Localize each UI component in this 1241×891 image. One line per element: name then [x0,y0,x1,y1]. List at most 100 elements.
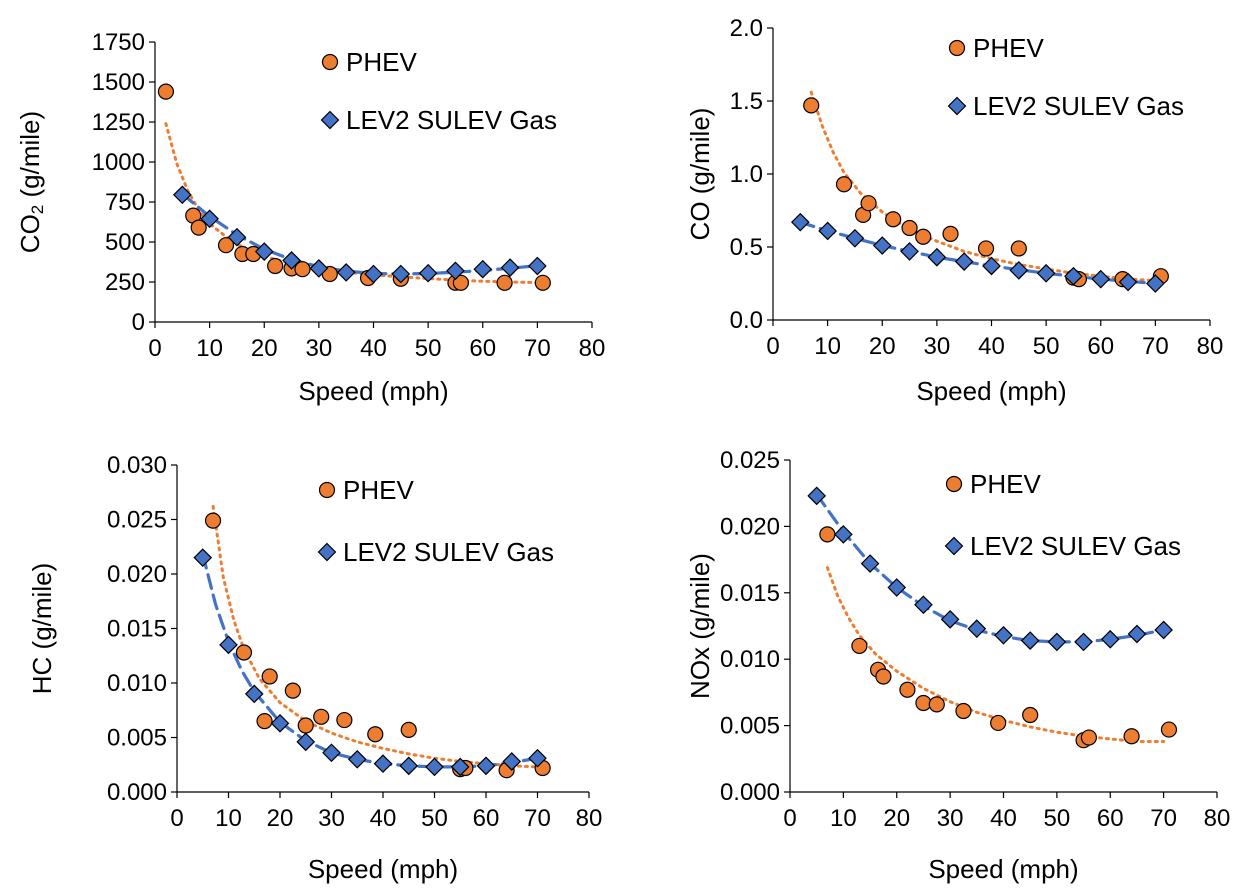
phev-point [534,274,551,291]
phev-point [284,682,301,699]
lev2-point [450,757,470,777]
lev2-point [476,756,496,776]
lev2-point [1047,632,1067,652]
lev2-point [473,259,493,279]
legend-phev-marker [321,53,339,71]
lev2-point [967,619,987,639]
lev2-point [790,212,810,232]
y-tick-label: 0 [132,309,145,336]
lev2-point [399,756,419,776]
y-tick-label: 0.000 [720,779,780,806]
x-axis-label: Speed (mph) [308,854,458,884]
legend-phev-label: PHEV [346,47,417,77]
y-tick-label: 0.005 [107,725,167,752]
lev2-point [900,242,919,261]
y-axis-label-nox: NOx (g/mile) [685,553,715,699]
lev2-point [807,486,827,506]
phev-point [1010,240,1027,257]
x-tick-label: 70 [1142,333,1169,360]
hc-chart: 0 10 20 30 40 50 60 70 80 0.000 0.005 0.010 0.015 0.0… [27,452,602,884]
x-tick-label: 70 [524,805,551,832]
y-tick-label: 0.000 [107,779,167,806]
legend: PHEV LEV2 SULEV Gas [947,33,1184,121]
legend-phev-label: PHEV [343,475,414,505]
plot-area [790,90,1169,293]
x-tick-label: 20 [883,805,910,832]
lev2-point [1118,272,1138,292]
phev-point [297,717,314,734]
y-axis-label-co: CO (g/mile) [685,108,715,241]
legend-lev2-marker [944,536,964,556]
lev2-point [1127,624,1147,644]
phev-point [235,644,253,661]
phev-point [915,228,932,245]
phev-point [899,681,916,698]
legend: PHEV LEV2 SULEV Gas [317,475,554,567]
lev2-point [818,221,837,241]
lev2-point [1064,266,1083,286]
lev2-point [528,748,547,768]
y-tick-label: 500 [105,229,145,256]
legend-lev2-label: LEV2 SULEV Gas [346,105,557,135]
phev-point [990,714,1007,732]
phev-point [261,668,278,685]
y-tick-label: 250 [105,269,145,296]
phev-point [452,274,469,291]
x-axis-label: Speed (mph) [916,376,1066,406]
x-tick-label: 60 [1087,333,1114,360]
phev-point [256,713,273,730]
nox-chart: 0 10 20 30 40 50 60 70 80 0.000 0.005 0.010 0.015 0.0… [685,447,1230,884]
y-tick-label: 0.5 [730,234,763,261]
phev-point [204,512,222,529]
phev-point [496,274,513,291]
lev2-point [887,578,907,597]
lev2-point [200,209,219,229]
lev2-point [1100,629,1120,649]
y-tick-label: 0.010 [720,646,780,673]
y-tick-label: 1000 [92,149,145,176]
phev-trendline [164,122,539,285]
legend-lev2-marker [317,542,337,562]
phev-point [928,696,945,713]
x-tick-label: 0 [148,335,161,362]
lev2-point [254,242,274,261]
plot-area [157,83,551,291]
legend-lev2-label: LEV2 SULEV Gas [970,531,1181,561]
x-tick-label: 0 [783,805,796,832]
lev2-point [528,256,547,276]
x-tick-label: 20 [267,805,294,832]
lev2-point [1036,263,1056,283]
lev2-point [309,259,329,278]
phev-point [860,195,877,212]
lev2-point [227,227,247,247]
x-tick-label: 40 [990,805,1017,832]
lev2-point [914,595,933,615]
y-tick-label: 2.0 [730,15,763,42]
lev2-point [270,713,290,733]
x-tick-label: 60 [473,805,500,832]
lev2-point [872,236,892,255]
phev-point [819,526,836,543]
lev2-point [834,525,853,544]
y-tick-label: 0.015 [720,580,780,607]
x-tick-label: 60 [469,335,496,362]
x-tick-label: 80 [1197,333,1224,360]
lev2-point [172,185,192,205]
x-tick-label: 40 [370,805,397,832]
phev-point [1123,728,1140,745]
y-axis-label-co2: CO2 (g/mile) [15,111,47,253]
lev2-point [296,732,316,752]
y-axis-label-hc: HC (g/mile) [27,563,57,694]
co-chart: 0 10 20 30 40 50 60 70 80 0.0 0.5 1.0 1.5 2.0 Speed (m… [685,15,1223,406]
x-tick-label: 50 [421,805,448,832]
phev-point [915,694,932,712]
phev-point [955,702,972,720]
x-tick-label: 30 [318,805,345,832]
legend: PHEV LEV2 SULEV Gas [320,47,557,135]
phev-point [294,261,311,278]
phev-point [977,240,995,257]
y-tick-label: 1500 [92,69,145,96]
phev-point [400,721,417,738]
lev2-point [994,625,1013,645]
